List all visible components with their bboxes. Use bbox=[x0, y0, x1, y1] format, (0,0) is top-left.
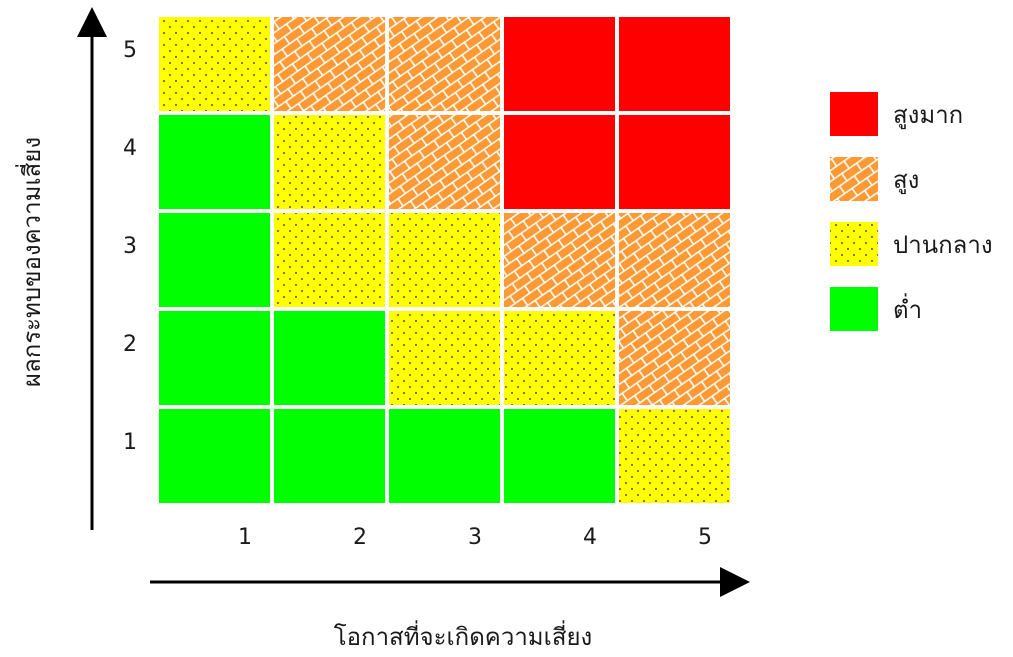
y-axis-ticks: 1 2 3 4 5 bbox=[123, 38, 137, 455]
matrix-cell-i5-l3 bbox=[389, 17, 500, 111]
x-tick-label: 1 bbox=[238, 525, 252, 550]
legend-swatch-medium bbox=[830, 222, 878, 266]
matrix-cell-i2-l3 bbox=[389, 311, 500, 405]
y-tick-label: 4 bbox=[123, 136, 137, 161]
matrix-cell-i5-l1 bbox=[159, 17, 270, 111]
legend-label-low: ต่ำ bbox=[893, 293, 922, 324]
matrix-cell-i1-l4 bbox=[504, 409, 615, 503]
matrix-cell-i3-l2 bbox=[274, 213, 385, 307]
y-tick-label: 3 bbox=[123, 234, 137, 259]
matrix-cell-i2-l5 bbox=[619, 311, 730, 405]
matrix-cell-i2-l2 bbox=[274, 311, 385, 405]
matrix-cell-i1-l1 bbox=[159, 409, 270, 503]
legend-swatch-very_high bbox=[830, 92, 878, 136]
matrix-cell-i3-l1 bbox=[159, 213, 270, 307]
matrix-cell-i3-l5 bbox=[619, 213, 730, 307]
matrix-cell-i4-l3 bbox=[389, 115, 500, 209]
matrix-cell-i3-l4 bbox=[504, 213, 615, 307]
matrix-cell-i3-l3 bbox=[389, 213, 500, 307]
matrix-cell-i2-l4 bbox=[504, 311, 615, 405]
legend-swatch-high bbox=[830, 157, 878, 201]
y-tick-label: 1 bbox=[123, 430, 137, 455]
x-tick-label: 4 bbox=[583, 525, 597, 550]
legend-label-medium: ปานกลาง bbox=[893, 231, 993, 259]
y-tick-label: 2 bbox=[123, 332, 137, 357]
y-axis-label: ผลกระทบของความเสี่ยง bbox=[15, 137, 46, 387]
x-axis-label: โอกาสที่จะเกิดความเสี่ยง bbox=[334, 620, 593, 651]
matrix-cell-i4-l4 bbox=[504, 115, 615, 209]
matrix-cells bbox=[159, 17, 730, 503]
matrix-cell-i4-l1 bbox=[159, 115, 270, 209]
matrix-cell-i1-l2 bbox=[274, 409, 385, 503]
y-tick-label: 5 bbox=[123, 38, 137, 63]
matrix-cell-i1-l3 bbox=[389, 409, 500, 503]
x-tick-label: 5 bbox=[698, 525, 712, 550]
matrix-cell-i1-l5 bbox=[619, 409, 730, 503]
matrix-cell-i4-l2 bbox=[274, 115, 385, 209]
matrix-cell-i5-l4 bbox=[504, 17, 615, 111]
legend-label-very_high: สูงมาก bbox=[893, 101, 963, 130]
x-axis-ticks: 1 2 3 4 5 bbox=[238, 525, 712, 550]
x-tick-label: 3 bbox=[468, 525, 482, 550]
x-tick-label: 2 bbox=[353, 525, 367, 550]
legend-label-high: สูง bbox=[893, 166, 919, 195]
matrix-cell-i5-l2 bbox=[274, 17, 385, 111]
matrix-cell-i4-l5 bbox=[619, 115, 730, 209]
legend-swatch-low bbox=[830, 287, 878, 331]
matrix-cell-i2-l1 bbox=[159, 311, 270, 405]
matrix-cell-i5-l5 bbox=[619, 17, 730, 111]
